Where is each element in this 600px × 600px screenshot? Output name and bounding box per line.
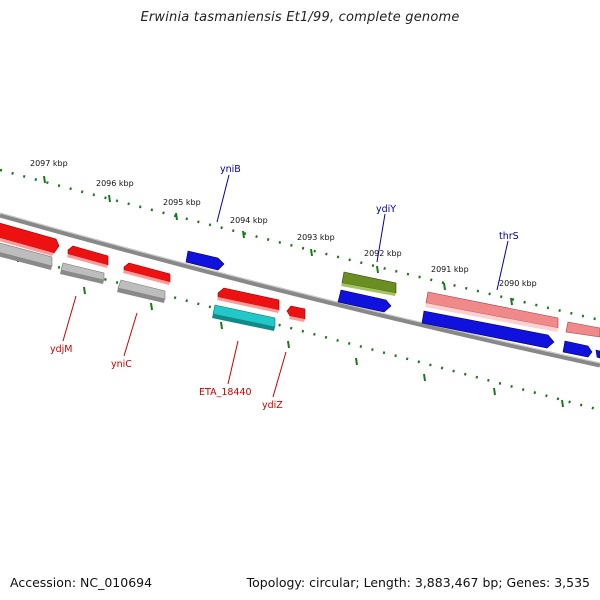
leader-line-ETA_18440 (227, 340, 239, 385)
gene-label-thrS: thrS (499, 231, 519, 242)
gene-arrow-ydiZ-shadow (289, 316, 305, 322)
gene-arrow-shadow (123, 270, 170, 285)
accession-label: Accession: NC_010694 (10, 575, 153, 590)
major-tick (510, 297, 513, 306)
gene-arrow[interactable] (337, 289, 392, 313)
gene-arrow-ydjM-shadow (60, 270, 104, 284)
leader-line-ydjM (62, 295, 77, 342)
gene-label-ydiZ: ydiZ (262, 400, 283, 411)
leader-line-ydiY (376, 213, 386, 263)
tick-label: 2090 kbp (499, 279, 537, 288)
gene-label-ydjM: ydjM (50, 344, 73, 355)
genome-backbone (0, 212, 600, 368)
major-tick (242, 230, 245, 239)
gene-arrow[interactable] (421, 310, 555, 349)
leader-line-yniC (123, 312, 138, 357)
gene-arrow-thrS-shadow (425, 303, 558, 332)
gene-label-ETA_18440: ETA_18440 (199, 387, 252, 398)
gene-arrow[interactable] (565, 321, 600, 338)
gene-label-yniB: yniB (220, 164, 241, 175)
leader-line-thrS (496, 240, 509, 291)
gene-arrow-yniC-shadow (117, 288, 165, 303)
major-tick (355, 357, 358, 366)
major-tick (493, 387, 496, 396)
major-tick (43, 175, 46, 184)
major-tick (220, 321, 223, 330)
leader-line-yniB (216, 174, 230, 223)
major-tick (150, 302, 153, 311)
gene-arrow-ETA_18440-shadow (212, 314, 275, 331)
map-layer: 2097 kbp 2096 kbp 2095 kbp 2094 kbp 2093… (0, 159, 600, 412)
gene-arrow-shadow (67, 254, 108, 268)
gene-arrow-shadow (0, 237, 54, 256)
gene-arrow-ydiY-shadow (341, 283, 396, 296)
gene-arrow-shadow (217, 297, 279, 313)
forward-strand-genes (0, 222, 600, 359)
gene-arrow[interactable] (0, 222, 60, 254)
genome-backbone-highlight (0, 212, 600, 364)
gene-label-ydiY: ydiY (376, 204, 396, 215)
tick-label: 2095 kbp (163, 198, 201, 207)
gene-label-yniC: yniC (111, 359, 132, 370)
major-tick (287, 340, 290, 349)
gene-arrow-shadow (0, 252, 52, 270)
major-tick (376, 265, 379, 274)
tick-label: 2094 kbp (230, 216, 268, 225)
map-title: Erwinia tasmaniensis Et1/99, complete ge… (140, 10, 460, 25)
reverse-strand-genes (0, 242, 306, 331)
gene-arrow[interactable] (562, 340, 593, 358)
major-tick (108, 194, 111, 203)
major-ticks-upper (43, 175, 513, 306)
tick-label: 2091 kbp (431, 265, 469, 274)
genome-summary: Topology: circular; Length: 3,883,467 bp… (246, 575, 590, 590)
major-tick (423, 373, 426, 382)
leader-line-ydiZ (272, 351, 287, 398)
major-tick (175, 212, 178, 221)
major-tick (310, 248, 313, 257)
tick-label: 2093 kbp (297, 233, 335, 242)
major-tick (83, 286, 86, 295)
gene-arrow[interactable] (595, 349, 600, 359)
major-tick (443, 282, 446, 291)
major-tick (561, 399, 564, 408)
tick-label: 2097 kbp (30, 159, 68, 168)
tick-label: 2092 kbp (364, 249, 402, 258)
tick-label: 2096 kbp (96, 179, 134, 188)
gene-arrow-yniB[interactable] (185, 250, 225, 271)
